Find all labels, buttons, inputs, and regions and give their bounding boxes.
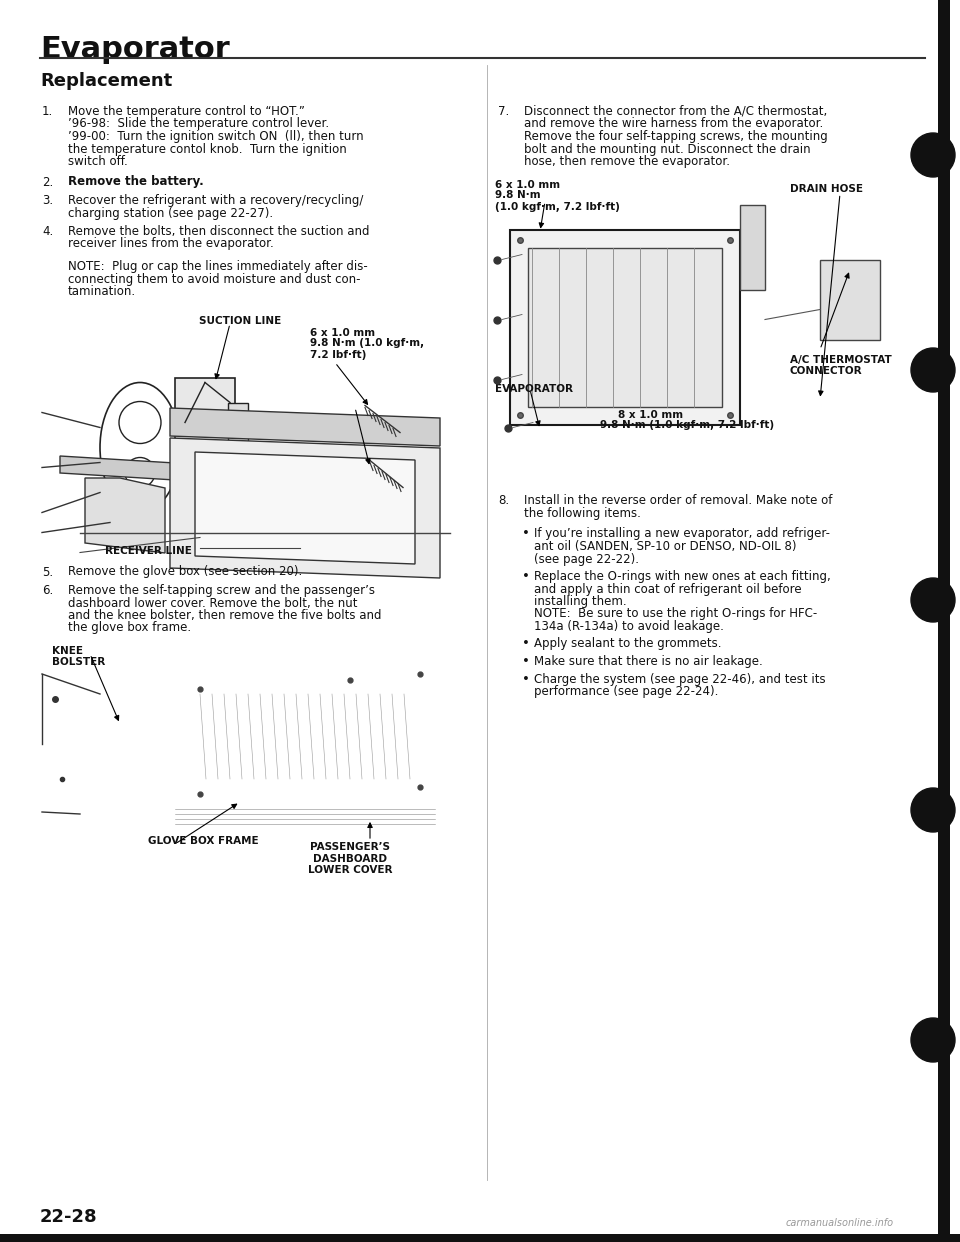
Text: Recover the refrigerant with a recovery/recycling/: Recover the refrigerant with a recovery/… [68,194,364,207]
Text: Remove the glove box (see section 20).: Remove the glove box (see section 20). [68,565,302,579]
Text: Charge the system (see page 22-46), and test its: Charge the system (see page 22-46), and … [534,672,826,686]
Text: 9.8 N·m (1.0 kgf·m, 7.2 lbf·ft): 9.8 N·m (1.0 kgf·m, 7.2 lbf·ft) [600,421,774,431]
Text: EVAPORATOR: EVAPORATOR [495,385,573,395]
FancyBboxPatch shape [175,378,235,488]
Bar [938,0,950,1242]
Circle shape [911,348,955,392]
Text: Remove the bolts, then disconnect the suction and: Remove the bolts, then disconnect the su… [68,225,370,238]
Text: Apply sealant to the grommets.: Apply sealant to the grommets. [534,637,722,651]
Text: ’99-00:  Turn the ignition switch ON  (ll), then turn: ’99-00: Turn the ignition switch ON (ll)… [68,130,364,143]
Text: and remove the wire harness from the evaporator.: and remove the wire harness from the eva… [524,118,824,130]
FancyBboxPatch shape [228,402,248,457]
FancyBboxPatch shape [740,205,765,289]
Text: 6.: 6. [42,584,53,597]
Text: •: • [522,655,530,668]
Text: tamination.: tamination. [68,284,136,298]
Circle shape [911,787,955,832]
Text: 134a (R-134a) to avoid leakage.: 134a (R-134a) to avoid leakage. [534,620,724,633]
Text: BOLSTER: BOLSTER [52,657,106,667]
Text: •: • [522,570,530,582]
Text: Replace the O-rings with new ones at each fitting,: Replace the O-rings with new ones at eac… [534,570,830,582]
Text: and apply a thin coat of refrigerant oil before: and apply a thin coat of refrigerant oil… [534,582,802,595]
Text: performance (see page 22-24).: performance (see page 22-24). [534,686,718,698]
Text: receiver lines from the evaporator.: receiver lines from the evaporator. [68,237,274,251]
Text: the temperature contol knob.  Turn the ignition: the temperature contol knob. Turn the ig… [68,143,347,155]
Text: 8.: 8. [498,494,509,508]
Text: Install in the reverse order of removal. Make note of: Install in the reverse order of removal.… [524,494,832,508]
Text: NOTE:  Plug or cap the lines immediately after dis-: NOTE: Plug or cap the lines immediately … [68,260,368,273]
Text: •: • [522,528,530,540]
Text: the glove box frame.: the glove box frame. [68,621,191,635]
Text: SUCTION LINE: SUCTION LINE [199,315,281,325]
FancyBboxPatch shape [820,260,880,339]
Circle shape [911,578,955,622]
Polygon shape [60,456,175,479]
Bar [0,1235,960,1242]
Text: ’96-98:  Slide the temperature control lever.: ’96-98: Slide the temperature control le… [68,118,329,130]
Text: and the knee bolster, then remove the five bolts and: and the knee bolster, then remove the fi… [68,609,381,622]
Text: 9.8 N·m (1.0 kgf·m,: 9.8 N·m (1.0 kgf·m, [310,339,424,349]
Text: installing them.: installing them. [534,595,627,609]
Text: connecting them to avoid moisture and dust con-: connecting them to avoid moisture and du… [68,272,361,286]
Text: (1.0 kgf·m, 7.2 lbf·ft): (1.0 kgf·m, 7.2 lbf·ft) [495,201,620,211]
Text: Disconnect the connector from the A/C thermostat,: Disconnect the connector from the A/C th… [524,106,828,118]
Text: Remove the battery.: Remove the battery. [68,175,204,189]
Ellipse shape [119,401,161,443]
Polygon shape [170,438,440,578]
Text: 1.: 1. [42,106,53,118]
Text: bolt and the mounting nut. Disconnect the drain: bolt and the mounting nut. Disconnect th… [524,143,810,155]
Polygon shape [170,409,440,446]
Text: 6 x 1.0 mm: 6 x 1.0 mm [310,328,375,338]
Text: GLOVE BOX FRAME: GLOVE BOX FRAME [148,836,258,846]
Text: A/C THERMOSTAT
CONNECTOR: A/C THERMOSTAT CONNECTOR [790,354,892,376]
FancyBboxPatch shape [528,247,722,406]
Text: charging station (see page 22-27).: charging station (see page 22-27). [68,206,274,220]
Text: DRAIN HOSE: DRAIN HOSE [790,184,863,194]
Text: hose, then remove the evaporator.: hose, then remove the evaporator. [524,155,730,168]
Text: carmanualsonline.info: carmanualsonline.info [786,1218,894,1228]
Text: Evaporator: Evaporator [40,35,229,65]
Text: RECEIVER LINE: RECEIVER LINE [105,545,191,555]
Text: 6 x 1.0 mm: 6 x 1.0 mm [495,180,560,190]
Circle shape [911,1018,955,1062]
FancyBboxPatch shape [510,230,740,425]
Text: NOTE:  Be sure to use the right O-rings for HFC-: NOTE: Be sure to use the right O-rings f… [534,607,817,621]
Text: Remove the four self-tapping screws, the mounting: Remove the four self-tapping screws, the… [524,130,828,143]
Text: 22-28: 22-28 [40,1208,98,1226]
Text: KNEE: KNEE [52,646,83,656]
Text: (see page 22-22).: (see page 22-22). [534,553,639,565]
Polygon shape [195,452,415,564]
Text: •: • [522,637,530,651]
Text: 5.: 5. [42,565,53,579]
Text: 3.: 3. [42,194,53,207]
Circle shape [911,133,955,178]
Text: Make sure that there is no air leakage.: Make sure that there is no air leakage. [534,655,763,668]
Polygon shape [85,478,165,553]
Text: switch off.: switch off. [68,155,128,168]
Text: Move the temperature control to “HOT.”: Move the temperature control to “HOT.” [68,106,305,118]
Text: the following items.: the following items. [524,507,641,520]
Text: 7.: 7. [498,106,509,118]
Text: Remove the self-tapping screw and the passenger’s: Remove the self-tapping screw and the pa… [68,584,375,597]
Text: 9.8 N·m: 9.8 N·m [495,190,540,200]
Text: Replacement: Replacement [40,72,172,89]
Text: dashboard lower cover. Remove the bolt, the nut: dashboard lower cover. Remove the bolt, … [68,596,357,610]
Text: 8 x 1.0 mm: 8 x 1.0 mm [618,410,684,420]
Text: PASSENGER’S
DASHBOARD
LOWER COVER: PASSENGER’S DASHBOARD LOWER COVER [308,842,393,876]
Text: If you’re installing a new evaporator, add refriger-: If you’re installing a new evaporator, a… [534,528,830,540]
Ellipse shape [125,457,155,488]
Text: ant oil (SANDEN, SP-10 or DENSO, ND-OIL 8): ant oil (SANDEN, SP-10 or DENSO, ND-OIL … [534,540,797,553]
Text: 2.: 2. [42,175,53,189]
Text: 4.: 4. [42,225,53,238]
Text: •: • [522,672,530,686]
Text: 7.2 lbf·ft): 7.2 lbf·ft) [310,349,367,359]
